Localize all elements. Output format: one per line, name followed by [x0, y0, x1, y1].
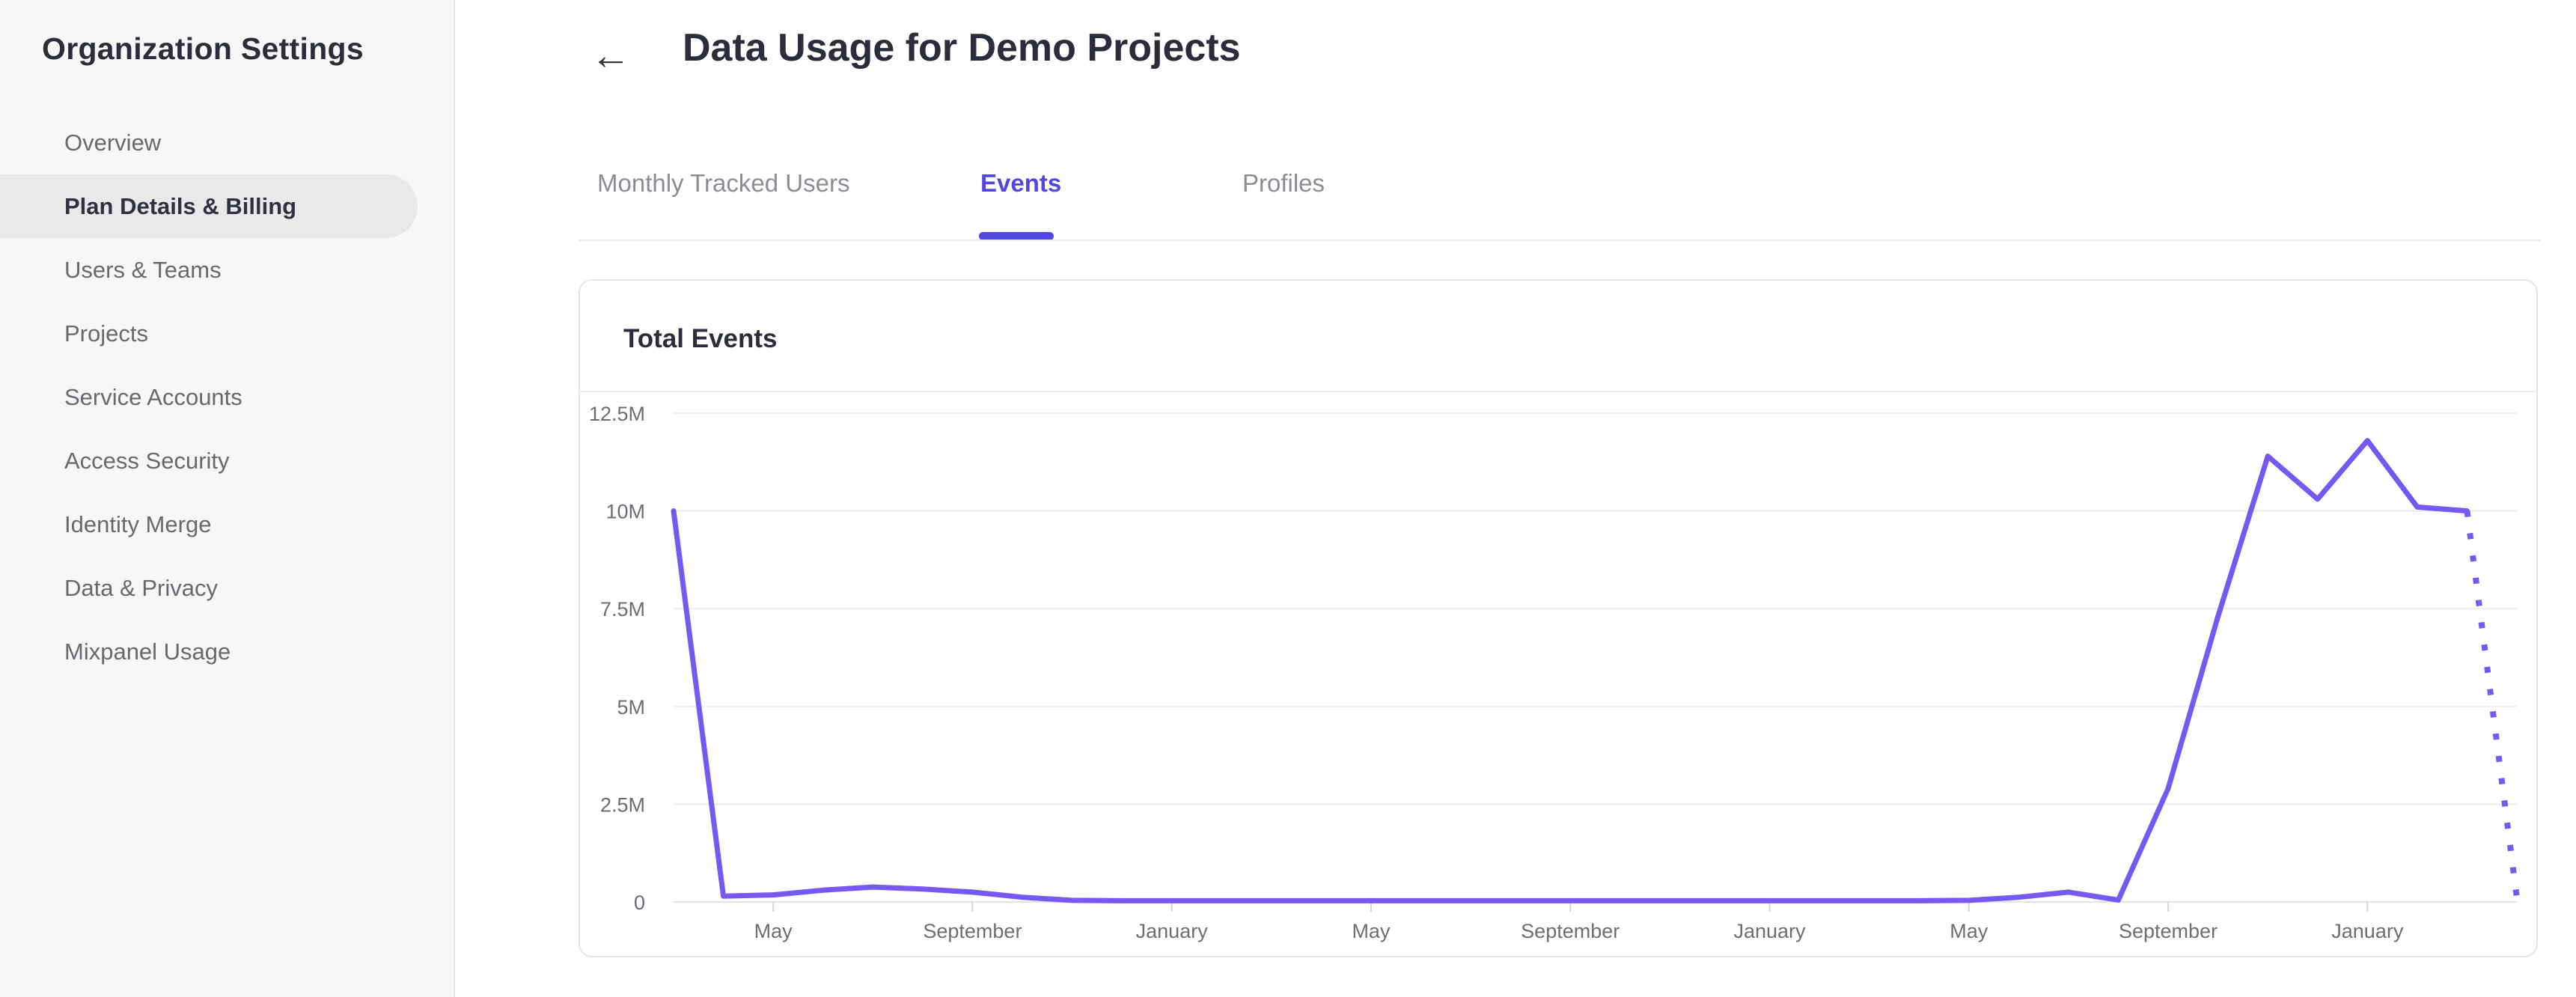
y-axis-label: 2.5M [600, 793, 645, 816]
y-axis-label: 5M [617, 696, 645, 719]
total-events-card: Total Events [579, 279, 2538, 957]
x-axis-label: January [1136, 920, 1209, 942]
x-axis-label: May [754, 920, 793, 942]
x-axis-label: January [2331, 920, 2404, 942]
x-axis-label: January [1733, 920, 1806, 942]
x-axis-label: September [2119, 920, 2218, 942]
sidebar-item-overview[interactable]: Overview [64, 129, 162, 156]
y-axis-label: 7.5M [600, 598, 645, 621]
x-axis-label: September [1521, 920, 1620, 942]
back-arrow-icon[interactable]: ← [590, 33, 631, 78]
events-projection-dotted-line [2464, 510, 2520, 899]
page-title: Data Usage for Demo Projects [683, 26, 1241, 70]
sidebar-item-data-privacy[interactable]: Data & Privacy [64, 574, 219, 601]
events-series-line [671, 438, 2470, 903]
y-axis-label: 0 [634, 891, 645, 914]
sidebar-item-users-teams[interactable]: Users & Teams [64, 256, 222, 283]
y-axis-label: 10M [605, 501, 645, 523]
tab-events[interactable]: Events [980, 169, 1062, 197]
chart-title: Total Events [623, 324, 778, 353]
tabs-divider [579, 240, 2541, 241]
x-axis-label: May [1950, 920, 1989, 942]
sidebar: Organization Settings Overview Plan Deta… [0, 0, 455, 997]
sidebar-item-access-security[interactable]: Access Security [64, 447, 230, 474]
sidebar-item-service-accounts[interactable]: Service Accounts [64, 383, 242, 410]
card-header-divider [580, 391, 2536, 392]
tab-profiles[interactable]: Profiles [1242, 169, 1325, 197]
sidebar-nav: Overview Plan Details & Billing Users & … [0, 111, 454, 683]
active-tab-underline [979, 232, 1054, 240]
x-axis-label: May [1352, 920, 1391, 942]
y-axis-label: 12.5M [589, 403, 645, 425]
sidebar-title: Organization Settings [42, 31, 364, 66]
sidebar-item-plan-details-billing[interactable]: Plan Details & Billing [0, 174, 418, 238]
x-axis-label: September [923, 920, 1022, 942]
sidebar-item-projects[interactable]: Projects [64, 320, 148, 347]
sidebar-item-mixpanel-usage[interactable]: Mixpanel Usage [64, 638, 231, 665]
tab-monthly-tracked-users[interactable]: Monthly Tracked Users [597, 169, 850, 197]
sidebar-item-identity-merge[interactable]: Identity Merge [64, 510, 212, 537]
